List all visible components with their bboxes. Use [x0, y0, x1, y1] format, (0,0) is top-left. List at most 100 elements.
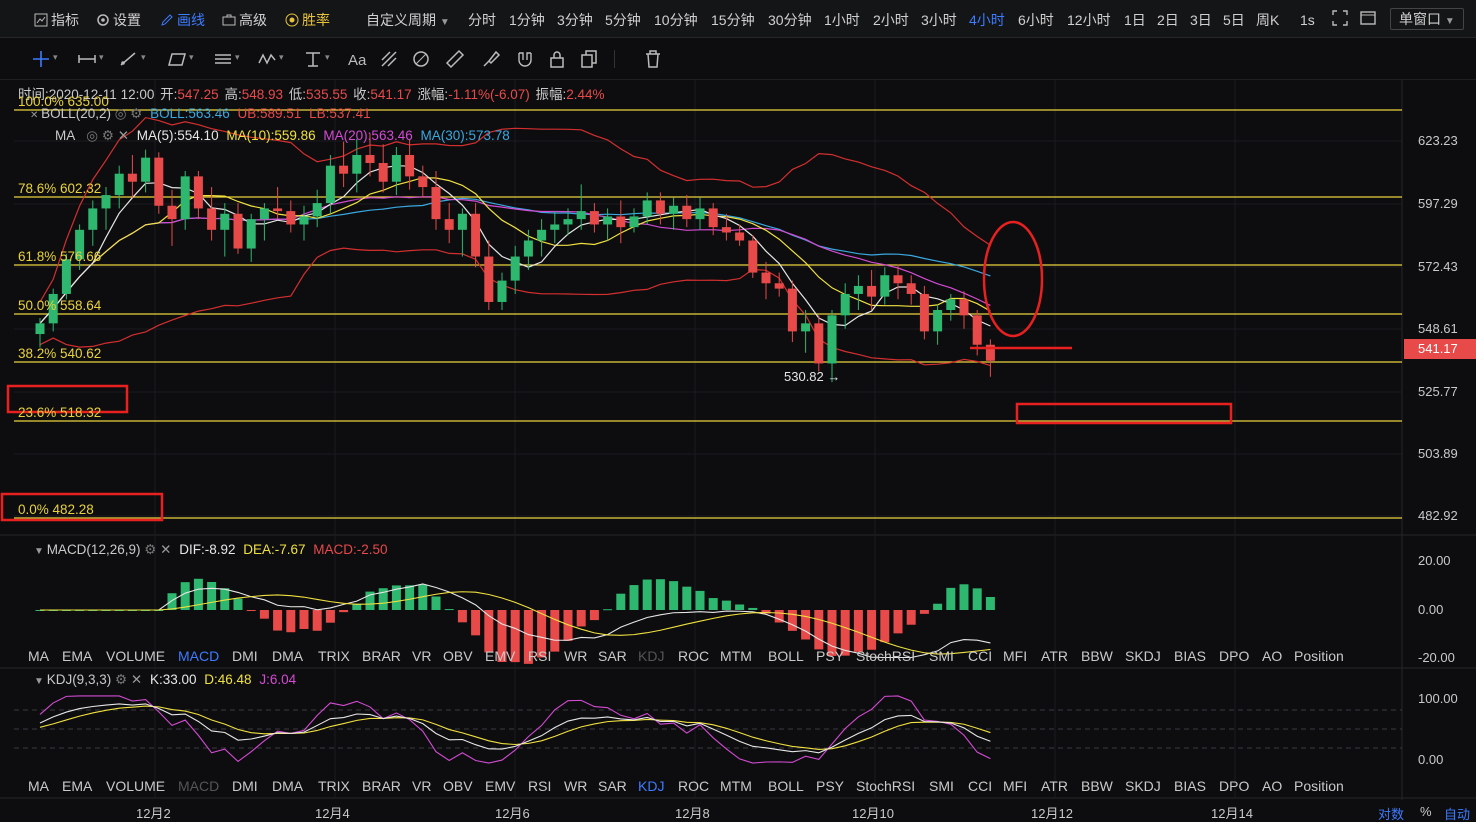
- candle-body[interactable]: [576, 211, 586, 220]
- indicator-tab-stochrsi[interactable]: StochRSI: [856, 648, 916, 664]
- candle-body[interactable]: [35, 323, 45, 335]
- period-14[interactable]: 2日: [1157, 12, 1179, 28]
- interval-button[interactable]: 1s: [1300, 12, 1315, 28]
- candle-body[interactable]: [391, 154, 401, 182]
- ma-legend[interactable]: MA ◎ ⚙ ✕ MA(5):554.10 MA(10):559.86 MA(2…: [55, 128, 510, 143]
- indicator-tab-trix[interactable]: TRIX: [318, 648, 350, 664]
- candle-body[interactable]: [629, 216, 639, 228]
- indicator-tab-trix[interactable]: TRIX: [318, 778, 350, 794]
- lock-icon[interactable]: [546, 48, 568, 70]
- candle-body[interactable]: [259, 208, 269, 220]
- period-13[interactable]: 1日: [1124, 12, 1146, 28]
- candle-body[interactable]: [299, 216, 309, 225]
- indicator-tab-volume[interactable]: VOLUME: [106, 648, 166, 664]
- candle-body[interactable]: [114, 173, 124, 196]
- indicator-tab-dmi[interactable]: DMI: [232, 648, 258, 664]
- period-12[interactable]: 12小时: [1067, 12, 1111, 28]
- indicator-tab-obv[interactable]: OBV: [443, 648, 473, 664]
- horizontal-line-icon[interactable]: ▾: [76, 48, 104, 70]
- copy-icon[interactable]: [578, 48, 600, 70]
- custom-period-dropdown[interactable]: 自定义周期 ▼: [366, 12, 450, 28]
- candle-body[interactable]: [787, 288, 797, 332]
- candle-body[interactable]: [207, 208, 217, 230]
- candle-body[interactable]: [523, 240, 533, 257]
- period-1[interactable]: 1分钟: [509, 12, 545, 28]
- indicator-tab-roc[interactable]: ROC: [678, 778, 710, 794]
- indicator-tab-bias[interactable]: BIAS: [1174, 648, 1206, 664]
- candle-body[interactable]: [814, 323, 824, 364]
- parallel-channel-icon[interactable]: ▾: [212, 48, 240, 70]
- indicator-tab-ao[interactable]: AO: [1262, 648, 1283, 664]
- candle-body[interactable]: [378, 162, 388, 182]
- candle-body[interactable]: [127, 173, 137, 182]
- candle-body[interactable]: [919, 293, 929, 332]
- candle-body[interactable]: [589, 211, 599, 225]
- period-11[interactable]: 6小时: [1018, 12, 1054, 28]
- indicator-tab-dma[interactable]: DMA: [272, 648, 304, 664]
- candle-body[interactable]: [233, 213, 243, 249]
- candle-body[interactable]: [48, 293, 58, 324]
- candle-body[interactable]: [497, 280, 507, 302]
- period-2[interactable]: 3分钟: [557, 12, 593, 28]
- candle-body[interactable]: [220, 213, 230, 230]
- draw-button[interactable]: 画线: [160, 10, 205, 30]
- measure-icon[interactable]: [410, 48, 432, 70]
- chart-area[interactable]: [0, 80, 1476, 822]
- candle-body[interactable]: [325, 165, 335, 204]
- indicator-tab-dpo[interactable]: DPO: [1219, 648, 1250, 664]
- annotation-ellipse[interactable]: [982, 220, 1044, 338]
- candle-body[interactable]: [418, 176, 428, 188]
- indicator-tab-vr[interactable]: VR: [412, 648, 432, 664]
- indicator-tab-emv[interactable]: EMV: [485, 648, 516, 664]
- text-icon[interactable]: Aa: [346, 48, 368, 70]
- indicator-tab-dmi[interactable]: DMI: [232, 778, 258, 794]
- annotation-rect-fib236[interactable]: [6, 384, 129, 414]
- period-16[interactable]: 5日: [1223, 12, 1245, 28]
- candle-body[interactable]: [946, 299, 956, 310]
- indicator-tab-boll[interactable]: BOLL: [768, 648, 804, 664]
- period-5[interactable]: 15分钟: [711, 12, 755, 28]
- candle-body[interactable]: [339, 165, 349, 174]
- wave-icon[interactable]: ▾: [256, 48, 284, 70]
- annotation-rect-fib0[interactable]: [0, 492, 164, 522]
- indicator-tab-ao[interactable]: AO: [1262, 778, 1283, 794]
- fibonacci-icon[interactable]: ▾: [302, 48, 330, 70]
- settings-icon[interactable]: ⚙: [101, 128, 114, 143]
- candle-body[interactable]: [655, 200, 665, 214]
- indicator-tab-rsi[interactable]: RSI: [528, 648, 552, 664]
- indicator-tab-ma[interactable]: MA: [28, 778, 49, 794]
- candle-body[interactable]: [708, 208, 718, 228]
- candle-body[interactable]: [682, 205, 692, 220]
- candle-body[interactable]: [933, 309, 943, 332]
- indicator-tab-stochrsi[interactable]: StochRSI: [856, 778, 916, 794]
- period-15[interactable]: 3日: [1190, 12, 1212, 28]
- indicator-tab-atr[interactable]: ATR: [1041, 648, 1068, 664]
- candle-body[interactable]: [273, 208, 283, 212]
- candle-body[interactable]: [193, 176, 203, 209]
- close-icon[interactable]: ✕: [160, 542, 172, 557]
- candle-body[interactable]: [840, 293, 850, 316]
- candle-body[interactable]: [827, 315, 837, 364]
- period-3[interactable]: 5分钟: [605, 12, 641, 28]
- candle-body[interactable]: [669, 205, 679, 214]
- candle-body[interactable]: [642, 200, 652, 217]
- indicator-tab-volume[interactable]: VOLUME: [106, 778, 166, 794]
- candle-body[interactable]: [365, 154, 375, 163]
- candle-body[interactable]: [444, 219, 454, 230]
- candle-body[interactable]: [550, 224, 560, 230]
- winrate-button[interactable]: 胜率: [285, 10, 330, 30]
- indicator-tab-smi[interactable]: SMI: [929, 648, 954, 664]
- settings-icon[interactable]: ⚙: [130, 106, 143, 121]
- settings-icon[interactable]: ⚙: [144, 542, 157, 557]
- chevron-down-icon[interactable]: ▼: [34, 546, 47, 557]
- period-7[interactable]: 1小时: [824, 12, 860, 28]
- period-10[interactable]: 4小时: [969, 12, 1005, 28]
- candle-body[interactable]: [906, 283, 916, 294]
- candle-body[interactable]: [484, 256, 494, 302]
- candle-body[interactable]: [616, 216, 626, 228]
- indicator-tab-macd[interactable]: MACD: [178, 648, 220, 664]
- indicator-tab-mtm[interactable]: MTM: [720, 778, 752, 794]
- candle-body[interactable]: [801, 323, 811, 332]
- settings-icon[interactable]: ⚙: [114, 672, 128, 687]
- candle-body[interactable]: [510, 256, 520, 281]
